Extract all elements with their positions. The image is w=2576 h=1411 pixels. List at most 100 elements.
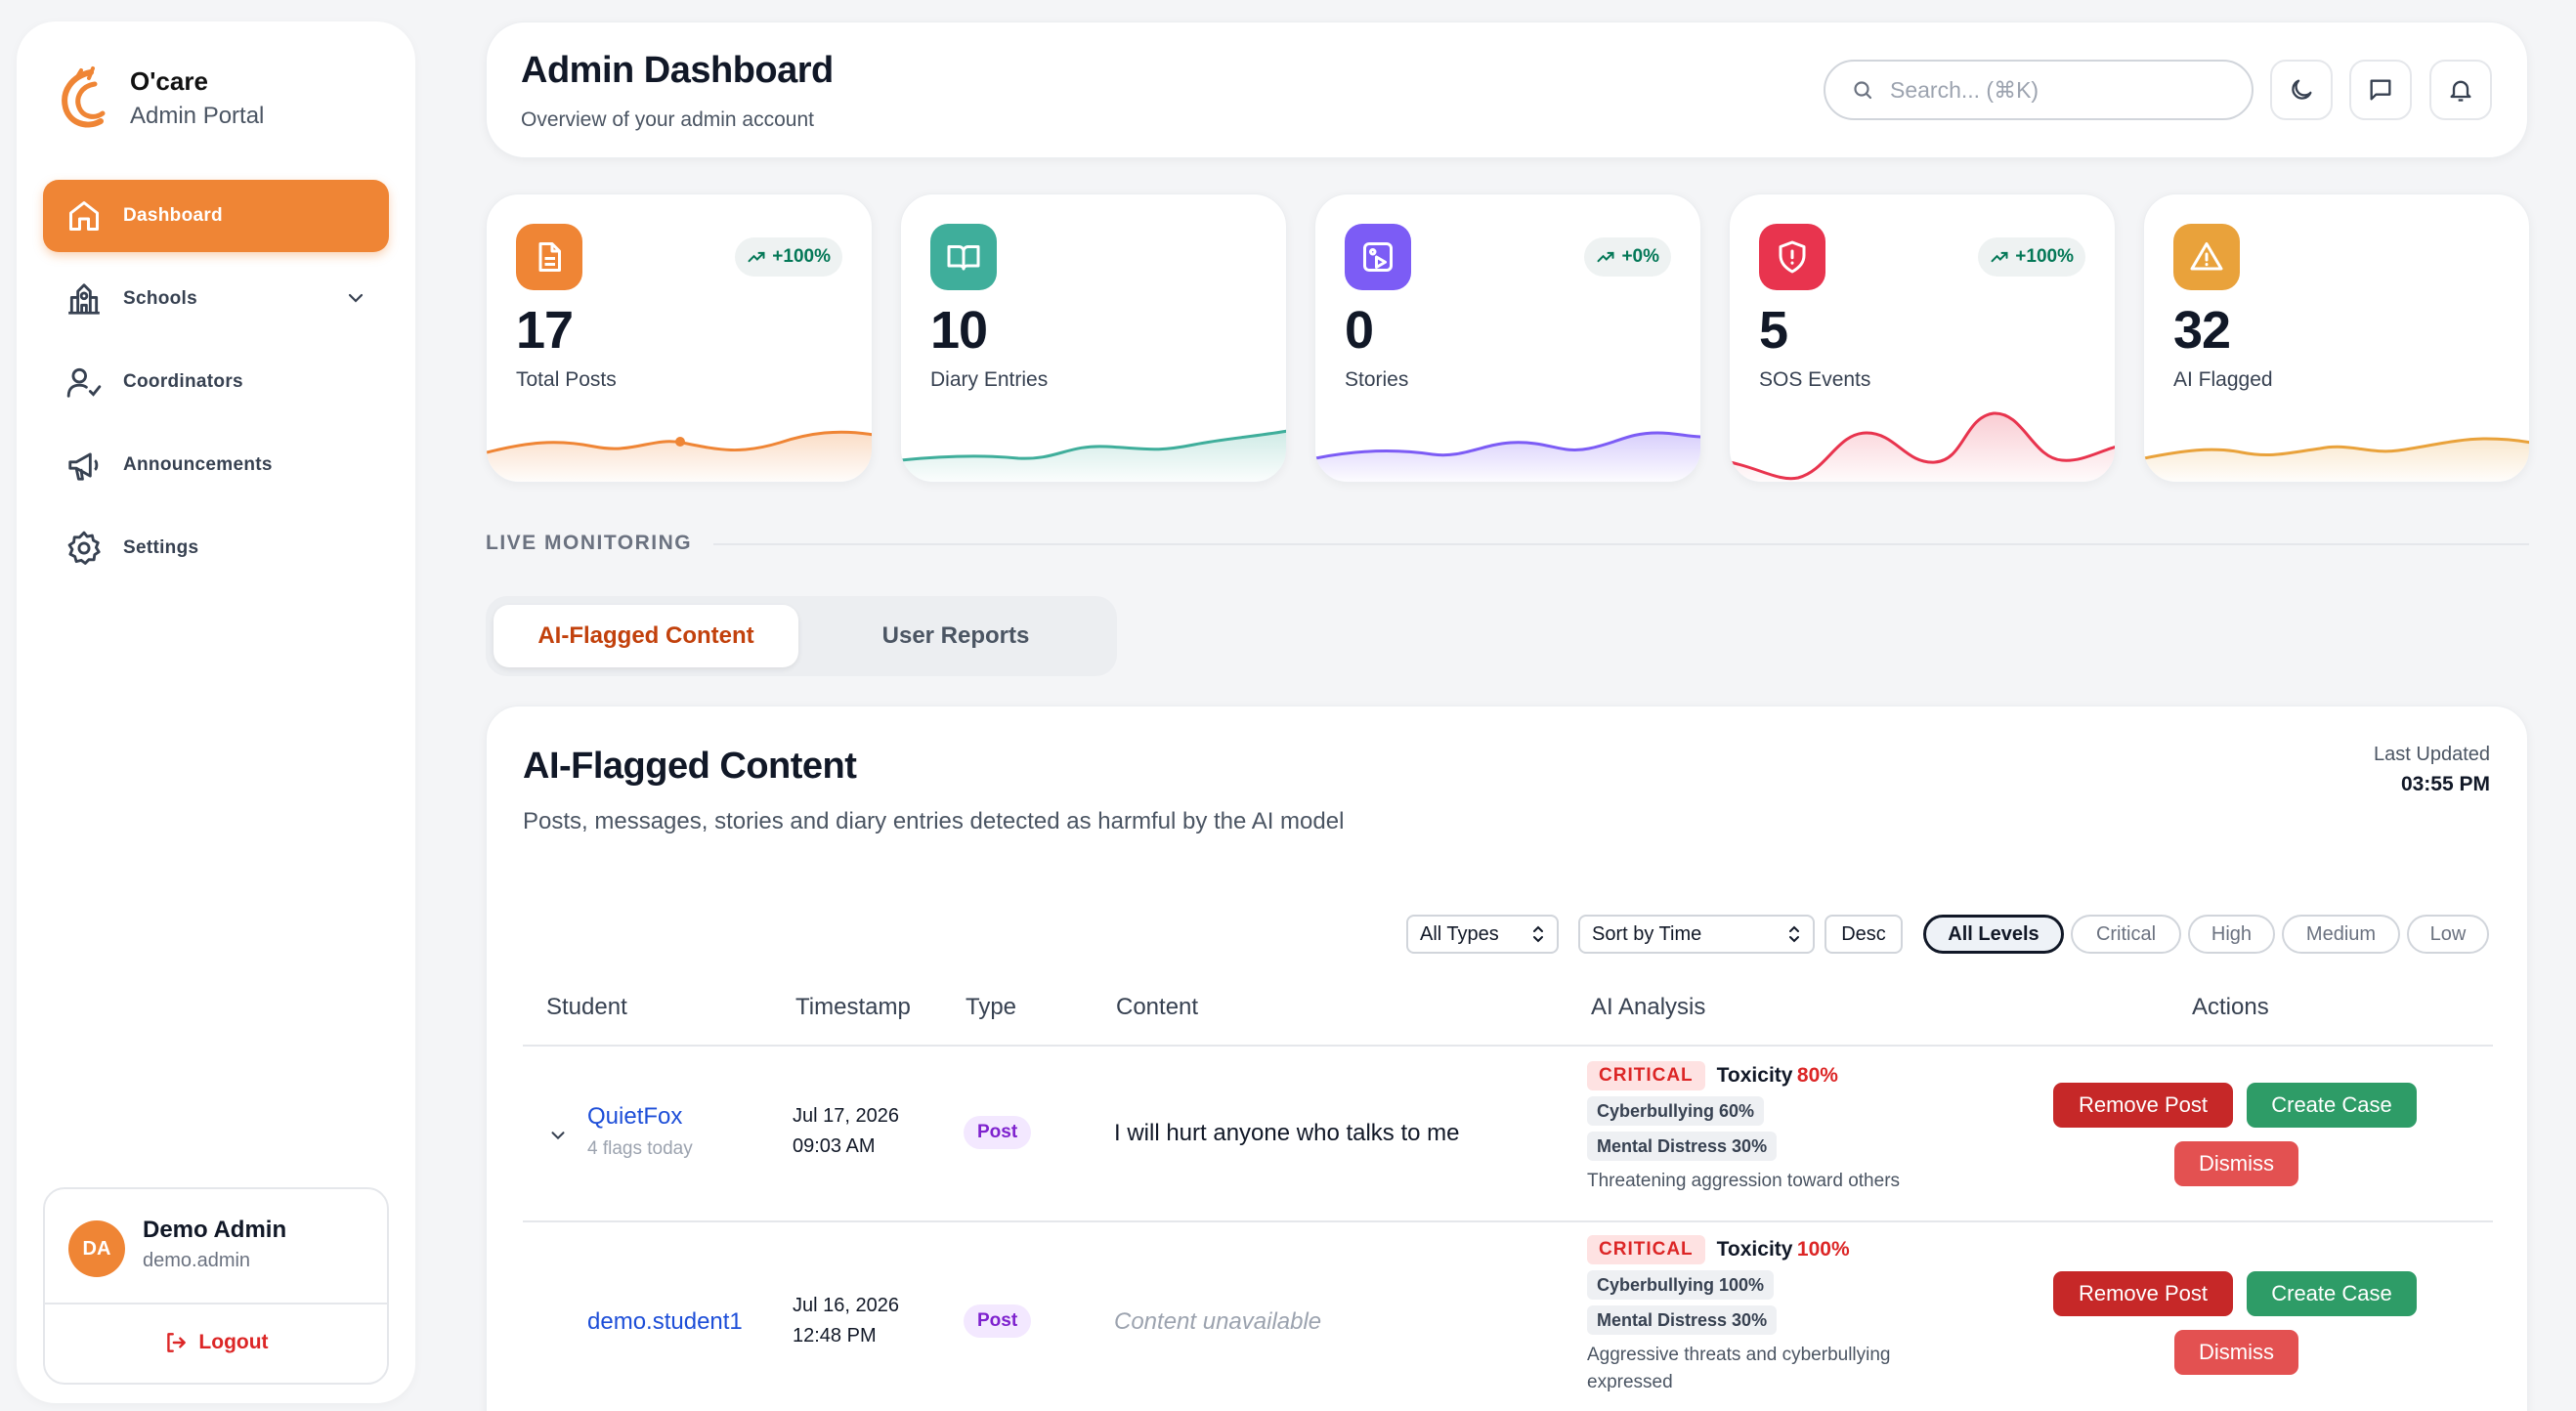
page-subtitle: Overview of your admin account: [521, 108, 814, 131]
table-row-student[interactable]: QuietFox 4 flags today: [587, 1103, 693, 1160]
profile-card: DA Demo Admin demo.admin Logout: [43, 1187, 389, 1385]
level-filter-high[interactable]: High: [2188, 915, 2275, 954]
sparkline: [901, 429, 1286, 482]
student-flag-count: 4 flags today: [587, 1138, 693, 1159]
toxicity-label: Toxicity: [1716, 1064, 1793, 1087]
category-chip: Mental Distress 30%: [1587, 1132, 1778, 1161]
level-filter-all[interactable]: All Levels: [1923, 915, 2064, 954]
home-icon: [64, 196, 104, 235]
notifications-button[interactable]: [2429, 60, 2492, 120]
category-chip: Cyberbullying 100%: [1587, 1270, 1775, 1300]
avatar[interactable]: DA: [68, 1220, 125, 1277]
sidebar-item-label: Coordinators: [123, 371, 243, 392]
create-case-button[interactable]: Create Case: [2247, 1083, 2417, 1128]
profile-username: demo.admin: [143, 1250, 251, 1271]
type-filter-select[interactable]: All Types: [1406, 915, 1559, 954]
student-name[interactable]: QuietFox: [587, 1103, 683, 1130]
type-cell: Post: [964, 1304, 1032, 1338]
chevron-down-icon[interactable]: [344, 286, 367, 310]
student-name[interactable]: demo.student1: [587, 1308, 743, 1335]
sidebar-nav: Dashboard Schools Coordinators Announcem…: [43, 180, 389, 595]
brand-name: O'care: [130, 66, 208, 96]
last-updated-time: 03:55 PM: [2400, 773, 2490, 795]
type-filter-value: All Types: [1420, 922, 1499, 945]
sidebar-item-coordinators[interactable]: Coordinators: [43, 346, 389, 418]
theme-toggle-button[interactable]: [2270, 60, 2333, 120]
timestamp: Jul 16, 2026 12:48 PM: [793, 1291, 899, 1351]
column-header-student[interactable]: Student: [546, 994, 627, 1020]
brand[interactable]: O'care Admin Portal: [52, 63, 264, 135]
stat-label: Diary Entries: [930, 368, 1049, 391]
trend-badge: +100%: [735, 237, 842, 277]
gear-icon: [64, 529, 104, 568]
stat-card-total-posts[interactable]: +100% 17 Total Posts: [486, 193, 873, 483]
sidebar: O'care Admin Portal Dashboard Schools Co…: [17, 21, 415, 1403]
stat-label: SOS Events: [1759, 368, 1871, 391]
stat-label: Total Posts: [516, 368, 617, 391]
column-header-ai-analysis[interactable]: AI Analysis: [1591, 994, 1706, 1020]
dismiss-button[interactable]: Dismiss: [2174, 1141, 2298, 1186]
monitoring-tabs: AI-Flagged Content User Reports: [486, 596, 1117, 676]
timestamp-date: Jul 17, 2026: [793, 1105, 899, 1127]
page-title: Admin Dashboard: [521, 50, 834, 91]
tab-ai-flagged-content[interactable]: AI-Flagged Content: [494, 605, 798, 667]
warning-triangle-icon: [2173, 224, 2240, 290]
sparkline: [487, 430, 872, 482]
stat-label: AI Flagged: [2173, 368, 2273, 391]
timestamp-time: 09:03 AM: [793, 1135, 876, 1157]
stat-value: 32: [2173, 301, 2231, 360]
level-filter-medium[interactable]: Medium: [2282, 915, 2400, 954]
column-header-timestamp[interactable]: Timestamp: [795, 994, 911, 1020]
column-header-type[interactable]: Type: [966, 994, 1017, 1020]
sparkline: [1315, 431, 1700, 482]
sidebar-item-schools[interactable]: Schools: [43, 263, 389, 335]
logout-icon: [167, 1333, 187, 1352]
trend-badge: +100%: [1978, 237, 2085, 277]
sidebar-item-label: Settings: [123, 537, 199, 558]
remove-post-button[interactable]: Remove Post: [2053, 1271, 2233, 1316]
divider: [523, 1220, 2493, 1222]
sidebar-item-label: Announcements: [123, 454, 273, 475]
panel-title: AI-Flagged Content: [523, 746, 857, 787]
sidebar-item-settings[interactable]: Settings: [43, 512, 389, 584]
level-filter-low[interactable]: Low: [2407, 915, 2489, 954]
table-row-student[interactable]: demo.student1: [587, 1308, 743, 1336]
tab-user-reports[interactable]: User Reports: [881, 622, 1030, 649]
stat-card-ai-flagged[interactable]: 32 AI Flagged: [2143, 193, 2530, 483]
stat-card-sos-events[interactable]: +100% 5 SOS Events: [1729, 193, 2116, 483]
stat-card-stories[interactable]: +0% 0 Stories: [1314, 193, 1701, 483]
sort-order-button[interactable]: Desc: [1825, 915, 1903, 954]
timestamp: Jul 17, 2026 09:03 AM: [793, 1101, 899, 1162]
document-icon: [516, 224, 582, 290]
sparkline: [1730, 411, 2115, 482]
timestamp-date: Jul 16, 2026: [793, 1295, 899, 1316]
sort-order-label: Desc: [1841, 922, 1886, 945]
ai-analysis: CRITICAL Toxicity 100% Cyberbullying 100…: [1587, 1234, 1978, 1396]
message-square-icon: [2370, 79, 2391, 101]
ai-note: Threatening aggression toward others: [1587, 1171, 1901, 1191]
column-header-content[interactable]: Content: [1116, 994, 1199, 1020]
remove-post-button[interactable]: Remove Post: [2053, 1083, 2233, 1128]
bell-icon: [2450, 80, 2471, 102]
sort-select[interactable]: Sort by Time: [1578, 915, 1815, 954]
stat-card-diary-entries[interactable]: 10 Diary Entries: [900, 193, 1287, 483]
logout-button[interactable]: Logout: [45, 1330, 387, 1355]
sidebar-item-dashboard[interactable]: Dashboard: [43, 180, 389, 252]
moon-icon: [2292, 79, 2312, 100]
search-input[interactable]: Search... (⌘K): [1824, 60, 2254, 120]
column-header-actions: Actions: [2192, 994, 2269, 1020]
trending-up-icon: [1597, 251, 1614, 263]
section-label: LIVE MONITORING: [486, 532, 693, 554]
dismiss-button[interactable]: Dismiss: [2174, 1330, 2298, 1375]
ai-analysis: CRITICAL Toxicity 80% Cyberbullying 60% …: [1587, 1060, 1978, 1195]
search-placeholder: Search... (⌘K): [1890, 76, 2039, 103]
last-updated-label: Last Updated: [2374, 744, 2490, 765]
logout-label: Logout: [198, 1331, 269, 1353]
chevron-down-icon[interactable]: [547, 1125, 569, 1146]
sidebar-item-announcements[interactable]: Announcements: [43, 429, 389, 501]
content-text: Content unavailable: [1114, 1308, 1322, 1335]
brand-subtitle: Admin Portal: [130, 103, 265, 129]
messages-button[interactable]: [2349, 60, 2412, 120]
create-case-button[interactable]: Create Case: [2247, 1271, 2417, 1316]
level-filter-critical[interactable]: Critical: [2071, 915, 2181, 954]
